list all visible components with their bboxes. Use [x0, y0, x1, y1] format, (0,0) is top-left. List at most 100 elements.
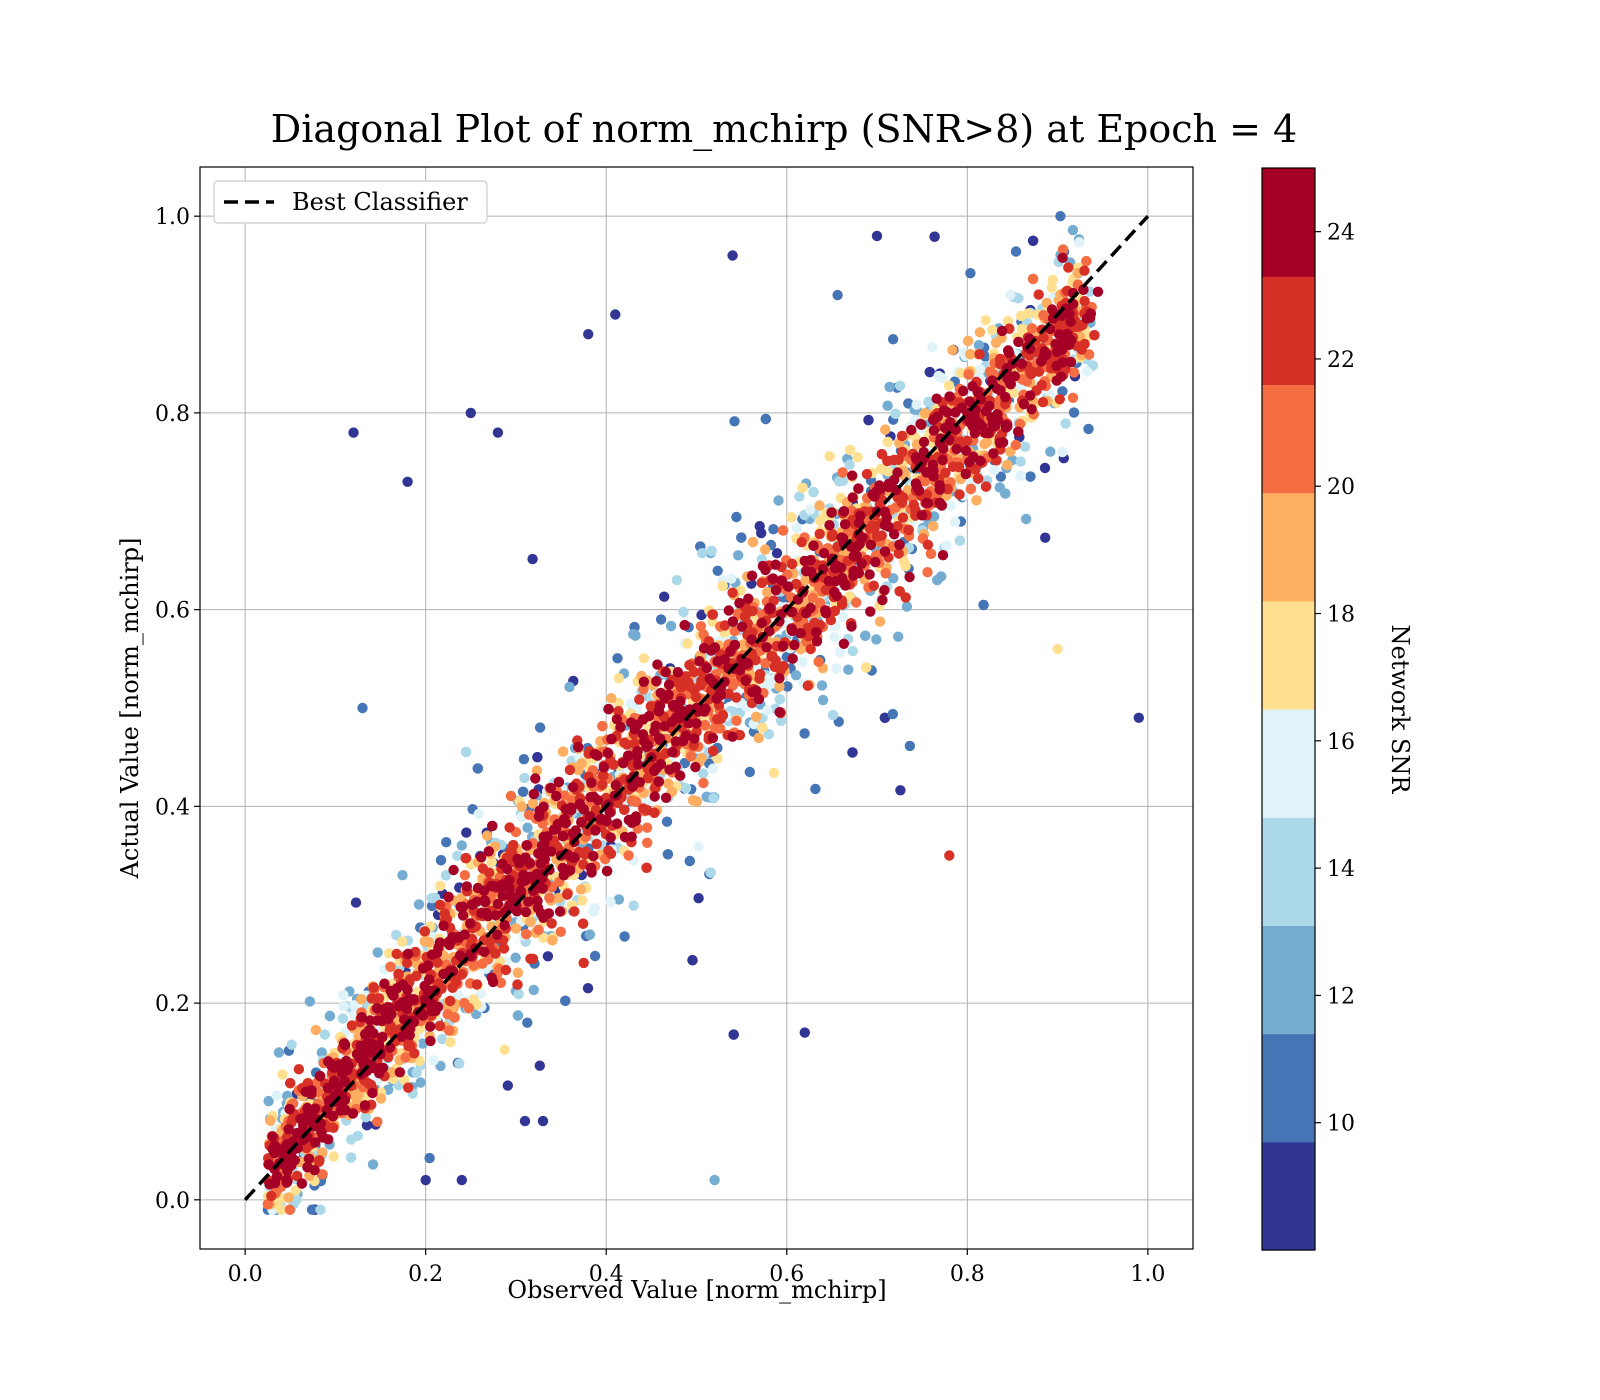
scatter-point: [473, 808, 484, 820]
scatter-point: [452, 850, 463, 861]
scatter-point: [569, 906, 580, 917]
scatter-point: [818, 548, 830, 559]
scatter-point: [426, 900, 438, 912]
scatter-point: [385, 961, 396, 972]
scatter-point: [691, 796, 702, 807]
scatter-point: [576, 817, 587, 828]
scatter-point: [445, 995, 456, 1007]
scatter-point: [895, 785, 906, 796]
scatter-point: [411, 970, 422, 982]
scatter-point: [918, 436, 930, 448]
scatter-point: [651, 676, 662, 687]
scatter-point: [365, 1079, 377, 1091]
scatter-point: [457, 910, 469, 921]
scatter-point: [460, 853, 471, 864]
scatter-point: [1046, 282, 1057, 293]
scatter-point: [687, 955, 698, 966]
scatter-point: [423, 936, 435, 948]
scatter-point: [523, 896, 534, 907]
scatter-point: [942, 483, 953, 495]
scatter-point: [1014, 418, 1026, 430]
scatter-point: [284, 1204, 295, 1215]
scatter-point: [579, 849, 591, 860]
scatter-point: [309, 1103, 321, 1114]
scatter-point: [641, 862, 652, 873]
scatter-point: [807, 592, 818, 603]
scatter-point: [892, 521, 903, 532]
scatter-point: [922, 498, 934, 509]
scatter-point: [777, 640, 789, 652]
scatter-point: [266, 1190, 277, 1202]
scatter-point: [974, 349, 985, 360]
scatter-point: [605, 896, 616, 908]
scatter-point: [868, 580, 879, 591]
scatter-point: [865, 606, 876, 617]
scatter-point: [391, 929, 402, 941]
scatter-point: [960, 468, 972, 480]
scatter-point: [898, 555, 910, 567]
scatter-point: [786, 512, 797, 523]
scatter-point: [746, 570, 758, 581]
scatter-point: [601, 865, 613, 877]
scatter-point: [1015, 456, 1026, 467]
scatter-point: [937, 550, 949, 561]
scatter-point: [317, 1169, 328, 1180]
scatter-point: [1051, 360, 1062, 372]
scatter-point: [468, 959, 479, 971]
scatter-point: [367, 1087, 378, 1099]
scatter-point: [1047, 274, 1058, 286]
scatter-point: [525, 953, 536, 964]
scatter-point: [533, 924, 544, 935]
scatter-point: [557, 746, 569, 757]
scatter-point: [516, 801, 527, 812]
scatter-point: [405, 1040, 416, 1052]
scatter-point: [1027, 235, 1039, 246]
scatter-point: [547, 935, 558, 946]
scatter-point: [525, 916, 536, 928]
scatter-point: [440, 870, 452, 881]
scatter-point: [667, 700, 679, 711]
scatter-point: [799, 728, 810, 739]
scatter-point: [838, 638, 850, 649]
scatter-point: [989, 465, 1000, 476]
scatter-point: [694, 656, 705, 667]
scatter-point: [767, 573, 779, 584]
scatter-point: [317, 1147, 328, 1158]
scatter-point: [1033, 366, 1045, 377]
scatter-point: [497, 890, 508, 901]
scatter-point: [1026, 323, 1038, 334]
scatter-point: [434, 899, 446, 910]
scatter-point: [328, 1151, 339, 1162]
scatter-point: [937, 454, 948, 466]
scatter-point: [815, 598, 826, 609]
scatter-point: [723, 688, 734, 699]
scatter-point: [888, 573, 899, 584]
scatter-point: [805, 643, 816, 655]
scatter-point: [411, 1067, 422, 1078]
scatter-point: [424, 1152, 435, 1164]
scatter-point: [338, 989, 349, 1001]
scatter-point: [447, 982, 458, 993]
scatter-point: [774, 694, 786, 705]
scatter-point: [727, 616, 739, 627]
scatter-point: [316, 1047, 327, 1058]
scatter-point: [428, 1055, 439, 1066]
scatter-point: [760, 544, 771, 555]
scatter-point: [611, 818, 623, 829]
scatter-point: [991, 383, 1003, 394]
scatter-point: [452, 989, 464, 1001]
scatter-point: [1019, 441, 1031, 452]
scatter-point: [625, 698, 636, 709]
scatter-point: [613, 706, 624, 717]
scatter-point: [413, 899, 425, 910]
scatter-point: [761, 642, 772, 653]
scatter-point: [1081, 366, 1093, 377]
scatter-point: [437, 1033, 448, 1045]
scatter-point: [680, 783, 692, 794]
scatter-point: [371, 994, 382, 1005]
scatter-point: [973, 473, 984, 484]
scatter-point: [756, 527, 767, 539]
scatter-point: [916, 510, 928, 521]
scatter-point: [958, 385, 969, 397]
scatter-point: [267, 1131, 278, 1142]
